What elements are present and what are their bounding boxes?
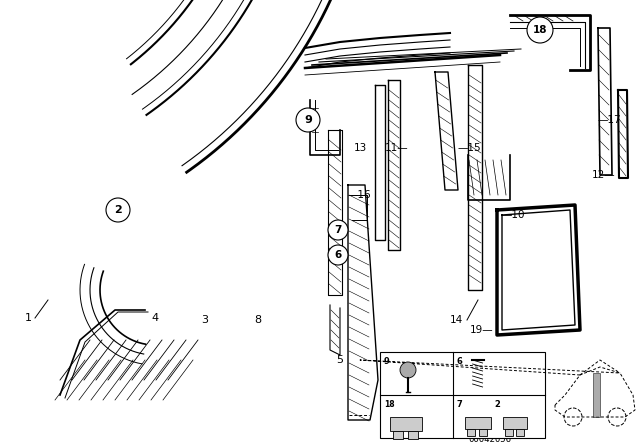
Circle shape	[106, 198, 130, 222]
Text: 7: 7	[334, 225, 342, 235]
Text: 14: 14	[450, 315, 463, 325]
Text: —10: —10	[502, 210, 525, 220]
Text: 13: 13	[354, 143, 367, 153]
Text: 6: 6	[334, 250, 342, 260]
Text: 11—: 11—	[385, 143, 408, 153]
Text: —15: —15	[458, 143, 482, 153]
Bar	[380, 352, 545, 438]
Circle shape	[328, 245, 348, 265]
Circle shape	[527, 17, 553, 43]
Text: 00042056: 00042056	[468, 435, 511, 444]
Text: 12—: 12—	[591, 170, 615, 180]
Text: 3: 3	[202, 315, 209, 325]
Bar	[593, 373, 600, 417]
Bar	[502, 417, 527, 429]
Text: 19—: 19—	[469, 325, 493, 335]
Text: 9: 9	[384, 357, 390, 366]
Text: 6: 6	[456, 357, 463, 366]
Bar	[408, 431, 418, 439]
Text: 7: 7	[456, 400, 462, 409]
Text: 18: 18	[532, 25, 547, 35]
Text: —17: —17	[597, 115, 621, 125]
Circle shape	[296, 108, 320, 132]
Circle shape	[400, 362, 416, 378]
Text: 2: 2	[114, 205, 122, 215]
Bar	[516, 429, 524, 436]
Circle shape	[328, 220, 348, 240]
Text: 1: 1	[24, 313, 31, 323]
Bar	[479, 429, 486, 436]
Text: 5: 5	[337, 355, 344, 365]
Bar	[393, 431, 403, 439]
Bar	[465, 417, 491, 429]
Text: 18: 18	[384, 400, 395, 409]
Text: 2: 2	[495, 400, 500, 409]
Text: 4: 4	[152, 313, 159, 323]
Bar	[504, 429, 513, 436]
Text: 9: 9	[304, 115, 312, 125]
Text: 8: 8	[255, 315, 262, 325]
Text: —16: —16	[347, 190, 371, 200]
Bar	[390, 417, 422, 431]
Bar	[467, 429, 475, 436]
